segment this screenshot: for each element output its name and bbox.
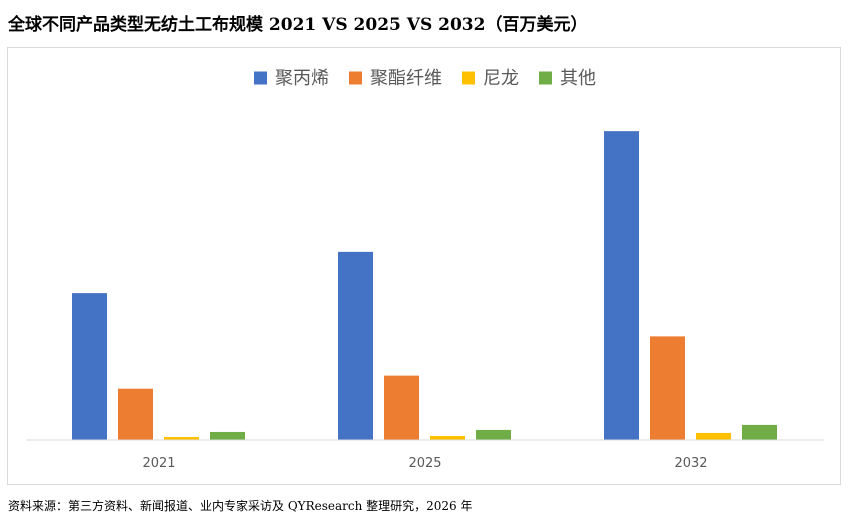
legend-swatch-其他	[539, 71, 552, 85]
x-tick-labels: 2021 2025 2032	[142, 456, 707, 471]
legend-label-其他: 其他	[560, 68, 596, 89]
bar-2021-聚丙烯	[72, 293, 107, 440]
bar-2032-尼龙	[696, 432, 731, 440]
chart-frame: 聚丙烯 聚酯纤维 尼龙 其他 2021 2025 2032	[7, 47, 841, 485]
legend-label-尼龙: 尼龙	[483, 68, 519, 89]
x-tick-label: 2025	[408, 456, 441, 471]
bar-2032-其他	[742, 424, 777, 440]
bar-2025-聚酯纤维	[384, 375, 419, 440]
bar-chart: 聚丙烯 聚酯纤维 尼龙 其他 2021 2025 2032	[26, 68, 824, 471]
legend-swatch-聚丙烯	[254, 71, 267, 85]
bars	[72, 131, 777, 440]
x-tick-label: 2032	[674, 456, 707, 471]
bar-2025-尼龙	[430, 435, 465, 440]
source-note: 资料来源：第三方资料、新闻报道、业内专家采访及 QYResearch 整理研究，…	[8, 499, 473, 513]
legend-label-聚丙烯: 聚丙烯	[275, 68, 329, 89]
bar-2021-其他	[210, 431, 245, 440]
legend: 聚丙烯 聚酯纤维 尼龙 其他	[254, 68, 596, 89]
legend-swatch-尼龙	[462, 71, 475, 85]
bar-2032-聚丙烯	[604, 131, 639, 440]
legend-label-聚酯纤维: 聚酯纤维	[370, 68, 442, 89]
bar-2021-聚酯纤维	[118, 388, 153, 440]
bar-2021-尼龙	[164, 436, 199, 440]
bar-2025-其他	[476, 429, 511, 440]
bar-2025-聚丙烯	[338, 251, 373, 440]
chart-title: 全球不同产品类型无纺土工布规模 2021 VS 2025 VS 2032（百万美…	[8, 15, 588, 35]
bar-2032-聚酯纤维	[650, 336, 685, 440]
legend-swatch-聚酯纤维	[349, 71, 362, 85]
x-tick-label: 2021	[142, 456, 175, 471]
